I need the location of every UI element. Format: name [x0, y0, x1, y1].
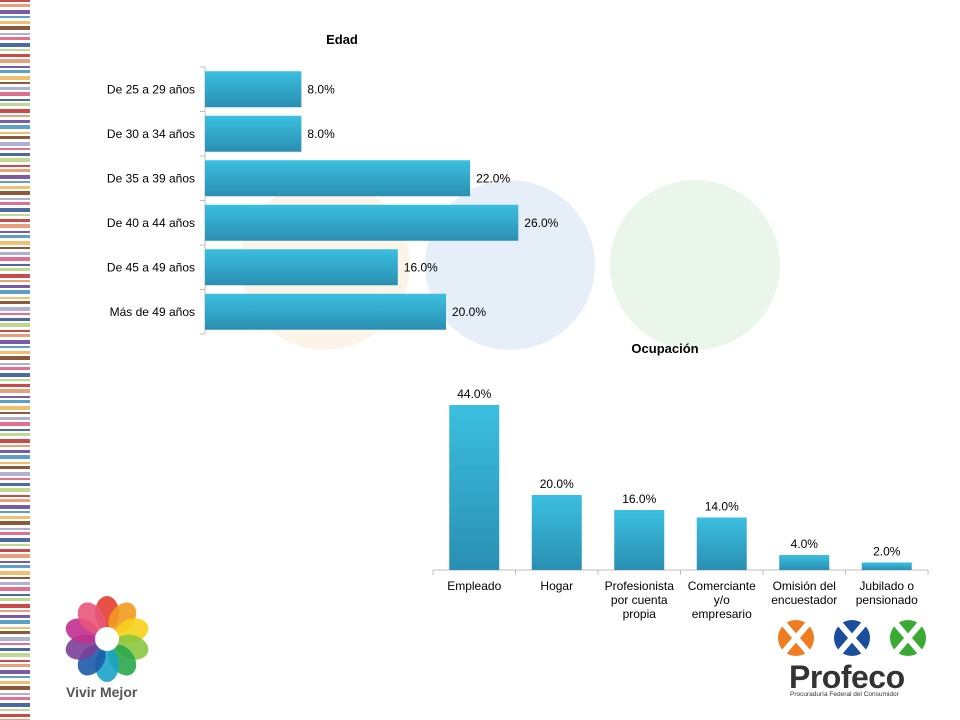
occupation-value-label: 16.0% — [622, 492, 656, 506]
profeco-wordmark: Profeco — [789, 659, 905, 695]
age-chart-title: Edad — [326, 32, 358, 47]
profeco-subtitle: Procuraduría Federal del Consumidor — [790, 691, 899, 698]
occupation-category-label: Hogar — [540, 579, 573, 593]
occupation-category-label: Omisión del — [773, 579, 836, 593]
profeco-logo — [778, 620, 926, 656]
age-bar — [205, 115, 302, 152]
occupation-value-label: 44.0% — [457, 387, 491, 401]
occupation-category-label: Comerciante — [688, 579, 756, 593]
vivir-mejor-logo — [65, 596, 149, 682]
age-category-label: De 35 a 39 años — [107, 171, 195, 185]
age-value-label: 20.0% — [452, 305, 486, 319]
occupation-chart-title: Ocupación — [631, 341, 699, 356]
occupation-bar — [696, 517, 747, 570]
age-value-label: 26.0% — [524, 216, 558, 230]
occupation-bar — [779, 555, 830, 570]
age-category-label: De 45 a 49 años — [107, 260, 195, 274]
age-category-label: De 30 a 34 años — [107, 127, 195, 141]
occupation-bar — [861, 562, 912, 570]
age-bar — [205, 160, 471, 197]
decorative-stripes — [0, 0, 30, 720]
occupation-category-label: Jubilado o — [859, 579, 914, 593]
occupation-bar — [449, 405, 500, 570]
occupation-bar — [531, 495, 582, 570]
occupation-category-label: Profesionista — [605, 579, 675, 593]
occupation-chart: 44.0% Empleado 20.0% Hogar 16.0% Profesionist… — [432, 387, 929, 621]
age-bar — [205, 204, 519, 241]
age-bar — [205, 249, 398, 286]
occupation-category-label: encuestador — [771, 593, 837, 607]
occupation-value-label: 4.0% — [791, 537, 819, 551]
age-value-label: 8.0% — [307, 127, 335, 141]
occupation-category-label: y/o — [714, 593, 730, 607]
occupation-value-label: 14.0% — [705, 500, 739, 514]
occupation-value-label: 2.0% — [873, 545, 901, 559]
age-category-label: De 40 a 44 años — [107, 216, 195, 230]
age-value-label: 16.0% — [404, 260, 438, 274]
occupation-category-label: empresario — [692, 607, 752, 621]
age-bar — [205, 71, 302, 108]
age-bar — [205, 293, 446, 330]
age-category-label: Más de 49 años — [110, 305, 195, 319]
age-chart: De 25 a 29 años 8.0% De 30 a 34 años 8.0% De… — [107, 66, 559, 335]
occupation-category-label: propia — [623, 607, 657, 621]
occupation-category-label: por cuenta — [611, 593, 668, 607]
occupation-value-label: 20.0% — [540, 477, 574, 491]
vivir-mejor-label: Vivir Mejor — [66, 684, 138, 700]
age-category-label: De 25 a 29 años — [107, 82, 195, 96]
occupation-category-label: Empleado — [447, 579, 501, 593]
age-value-label: 22.0% — [476, 171, 510, 185]
occupation-category-label: pensionado — [856, 593, 918, 607]
occupation-bar — [614, 510, 665, 570]
age-value-label: 8.0% — [307, 82, 335, 96]
